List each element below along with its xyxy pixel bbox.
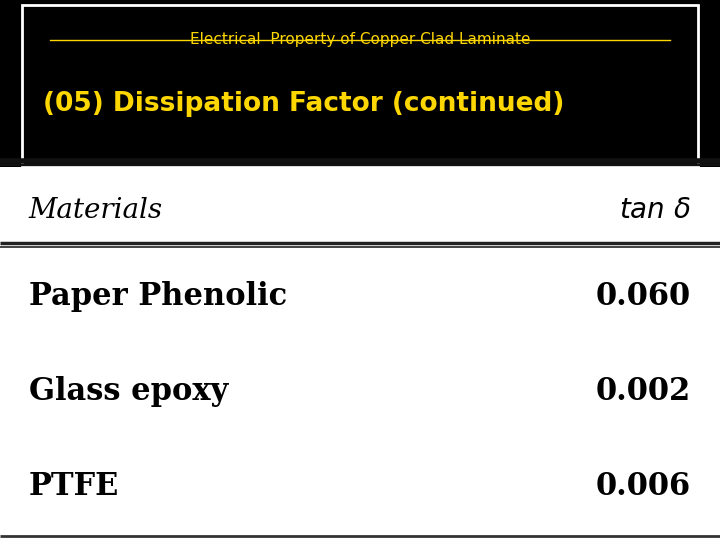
Text: 0.002: 0.002 (596, 376, 691, 407)
Text: PTFE: PTFE (29, 471, 120, 502)
Text: $tan\ \delta$: $tan\ \delta$ (619, 197, 691, 224)
Text: Paper Phenolic: Paper Phenolic (29, 281, 287, 312)
FancyBboxPatch shape (0, 167, 720, 540)
Text: 0.060: 0.060 (596, 281, 691, 312)
Text: Electrical  Property of Copper Clad Laminate: Electrical Property of Copper Clad Lamin… (190, 32, 530, 48)
Text: Materials: Materials (29, 197, 163, 224)
Text: 0.006: 0.006 (596, 471, 691, 502)
Text: Glass epoxy: Glass epoxy (29, 376, 228, 407)
Text: (05) Dissipation Factor (continued): (05) Dissipation Factor (continued) (43, 91, 564, 117)
FancyBboxPatch shape (22, 5, 698, 165)
